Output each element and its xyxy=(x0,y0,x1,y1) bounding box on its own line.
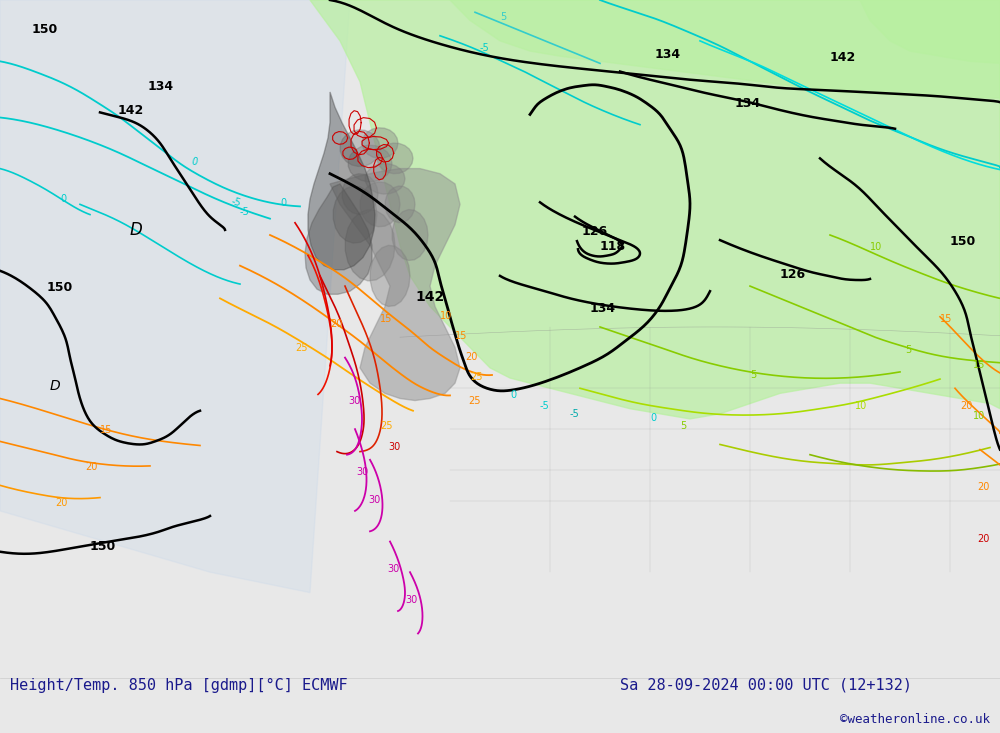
Text: 0: 0 xyxy=(60,194,66,205)
Text: ©weatheronline.co.uk: ©weatheronline.co.uk xyxy=(840,712,990,726)
Text: 25: 25 xyxy=(380,421,392,431)
Text: 15: 15 xyxy=(380,314,392,324)
Text: -5: -5 xyxy=(480,43,490,53)
Text: 20: 20 xyxy=(465,352,477,361)
Polygon shape xyxy=(385,186,415,223)
Text: 20: 20 xyxy=(55,498,67,508)
Text: 150: 150 xyxy=(47,281,73,294)
Text: 10: 10 xyxy=(870,243,882,252)
Text: 150: 150 xyxy=(90,539,116,553)
Text: 30: 30 xyxy=(388,441,400,452)
Text: -5: -5 xyxy=(570,409,580,419)
Polygon shape xyxy=(333,186,377,243)
Text: 25: 25 xyxy=(295,344,308,353)
Polygon shape xyxy=(330,169,460,400)
Polygon shape xyxy=(360,182,400,226)
Text: 150: 150 xyxy=(950,235,976,248)
Text: 10: 10 xyxy=(440,311,452,321)
Text: 134: 134 xyxy=(590,302,616,314)
Text: 30: 30 xyxy=(356,467,368,477)
Text: 142: 142 xyxy=(830,51,856,65)
Text: 134: 134 xyxy=(735,97,761,110)
Text: 126: 126 xyxy=(582,225,608,238)
Polygon shape xyxy=(362,128,398,158)
Text: 20: 20 xyxy=(978,534,990,544)
Text: 25: 25 xyxy=(468,396,480,405)
Text: 20: 20 xyxy=(85,462,97,472)
Text: 20: 20 xyxy=(978,482,990,493)
Polygon shape xyxy=(370,246,410,306)
Text: 5: 5 xyxy=(750,370,756,380)
Text: 126: 126 xyxy=(780,268,806,281)
Text: -5: -5 xyxy=(240,207,250,216)
Text: 118: 118 xyxy=(600,240,626,254)
Text: 10: 10 xyxy=(855,401,867,410)
Polygon shape xyxy=(365,163,405,194)
Text: 5: 5 xyxy=(500,12,506,23)
Text: 0: 0 xyxy=(510,391,516,400)
Text: 30: 30 xyxy=(387,564,399,574)
Polygon shape xyxy=(340,130,380,166)
Polygon shape xyxy=(345,210,395,281)
Text: 10: 10 xyxy=(973,411,985,421)
Text: 5: 5 xyxy=(905,345,911,355)
Polygon shape xyxy=(305,184,372,294)
Polygon shape xyxy=(392,210,428,260)
Text: 142: 142 xyxy=(415,290,444,304)
Polygon shape xyxy=(860,0,1000,63)
Text: 15: 15 xyxy=(940,314,952,324)
Text: 15: 15 xyxy=(455,331,467,342)
Text: 15: 15 xyxy=(973,360,985,370)
Text: 5: 5 xyxy=(680,421,686,431)
Text: 0: 0 xyxy=(190,156,199,168)
Text: 15: 15 xyxy=(100,425,112,435)
Text: 150: 150 xyxy=(32,23,58,36)
Text: -5: -5 xyxy=(230,196,242,208)
Text: 0: 0 xyxy=(280,199,286,208)
Text: -5: -5 xyxy=(540,401,550,410)
Text: 30: 30 xyxy=(348,396,360,405)
Polygon shape xyxy=(342,174,378,215)
Text: 0: 0 xyxy=(650,413,656,423)
Text: D: D xyxy=(130,221,143,239)
Text: 25: 25 xyxy=(470,372,482,382)
Text: 134: 134 xyxy=(655,48,681,62)
Text: 20: 20 xyxy=(960,401,972,410)
Polygon shape xyxy=(377,143,413,174)
Text: Height/Temp. 850 hPa [gdmp][°C] ECMWF: Height/Temp. 850 hPa [gdmp][°C] ECMWF xyxy=(10,678,348,693)
Polygon shape xyxy=(310,0,1000,419)
Text: D: D xyxy=(50,379,61,394)
Polygon shape xyxy=(450,0,1000,98)
Text: 134: 134 xyxy=(148,80,174,93)
Text: 30: 30 xyxy=(368,495,380,505)
Polygon shape xyxy=(308,92,375,270)
Text: 142: 142 xyxy=(118,104,144,117)
Polygon shape xyxy=(348,145,392,182)
Text: 20: 20 xyxy=(330,319,342,329)
Text: 30: 30 xyxy=(405,595,417,605)
Text: Sa 28-09-2024 00:00 UTC (12+132): Sa 28-09-2024 00:00 UTC (12+132) xyxy=(620,678,912,693)
Polygon shape xyxy=(0,0,350,592)
